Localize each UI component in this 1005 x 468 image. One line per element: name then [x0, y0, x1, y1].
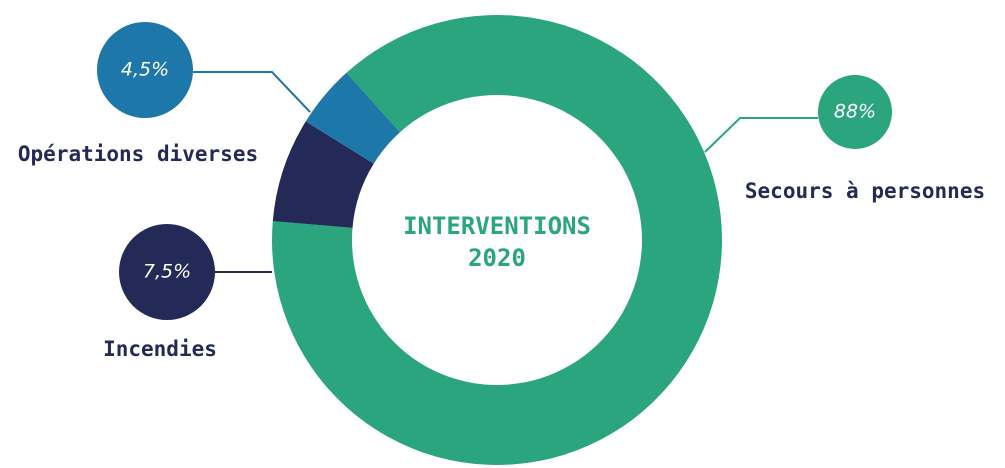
- chart-title: INTERVENTIONS: [403, 212, 591, 240]
- chart-subtitle: 2020: [468, 244, 526, 272]
- value-label: 4,5%: [121, 59, 169, 81]
- donut-slice: [272, 121, 374, 228]
- value-label: 88%: [834, 101, 876, 123]
- category-label: Incendies: [103, 337, 217, 361]
- donut: [271, 15, 723, 466]
- value-badge: [818, 75, 892, 149]
- donut-slice: [305, 72, 400, 164]
- category-label: Opérations diverses: [18, 142, 258, 166]
- value-badge: [97, 22, 193, 118]
- donut-slice: [271, 15, 723, 466]
- connector: [193, 71, 311, 113]
- connector: [704, 117, 818, 153]
- category-label: Secours à personnes: [745, 179, 985, 203]
- value-label: 7,5%: [143, 261, 191, 283]
- value-badge: [119, 224, 215, 320]
- labels: 88% Secours à personnes 7,5% Incendies 4,5% O…: [18, 22, 985, 361]
